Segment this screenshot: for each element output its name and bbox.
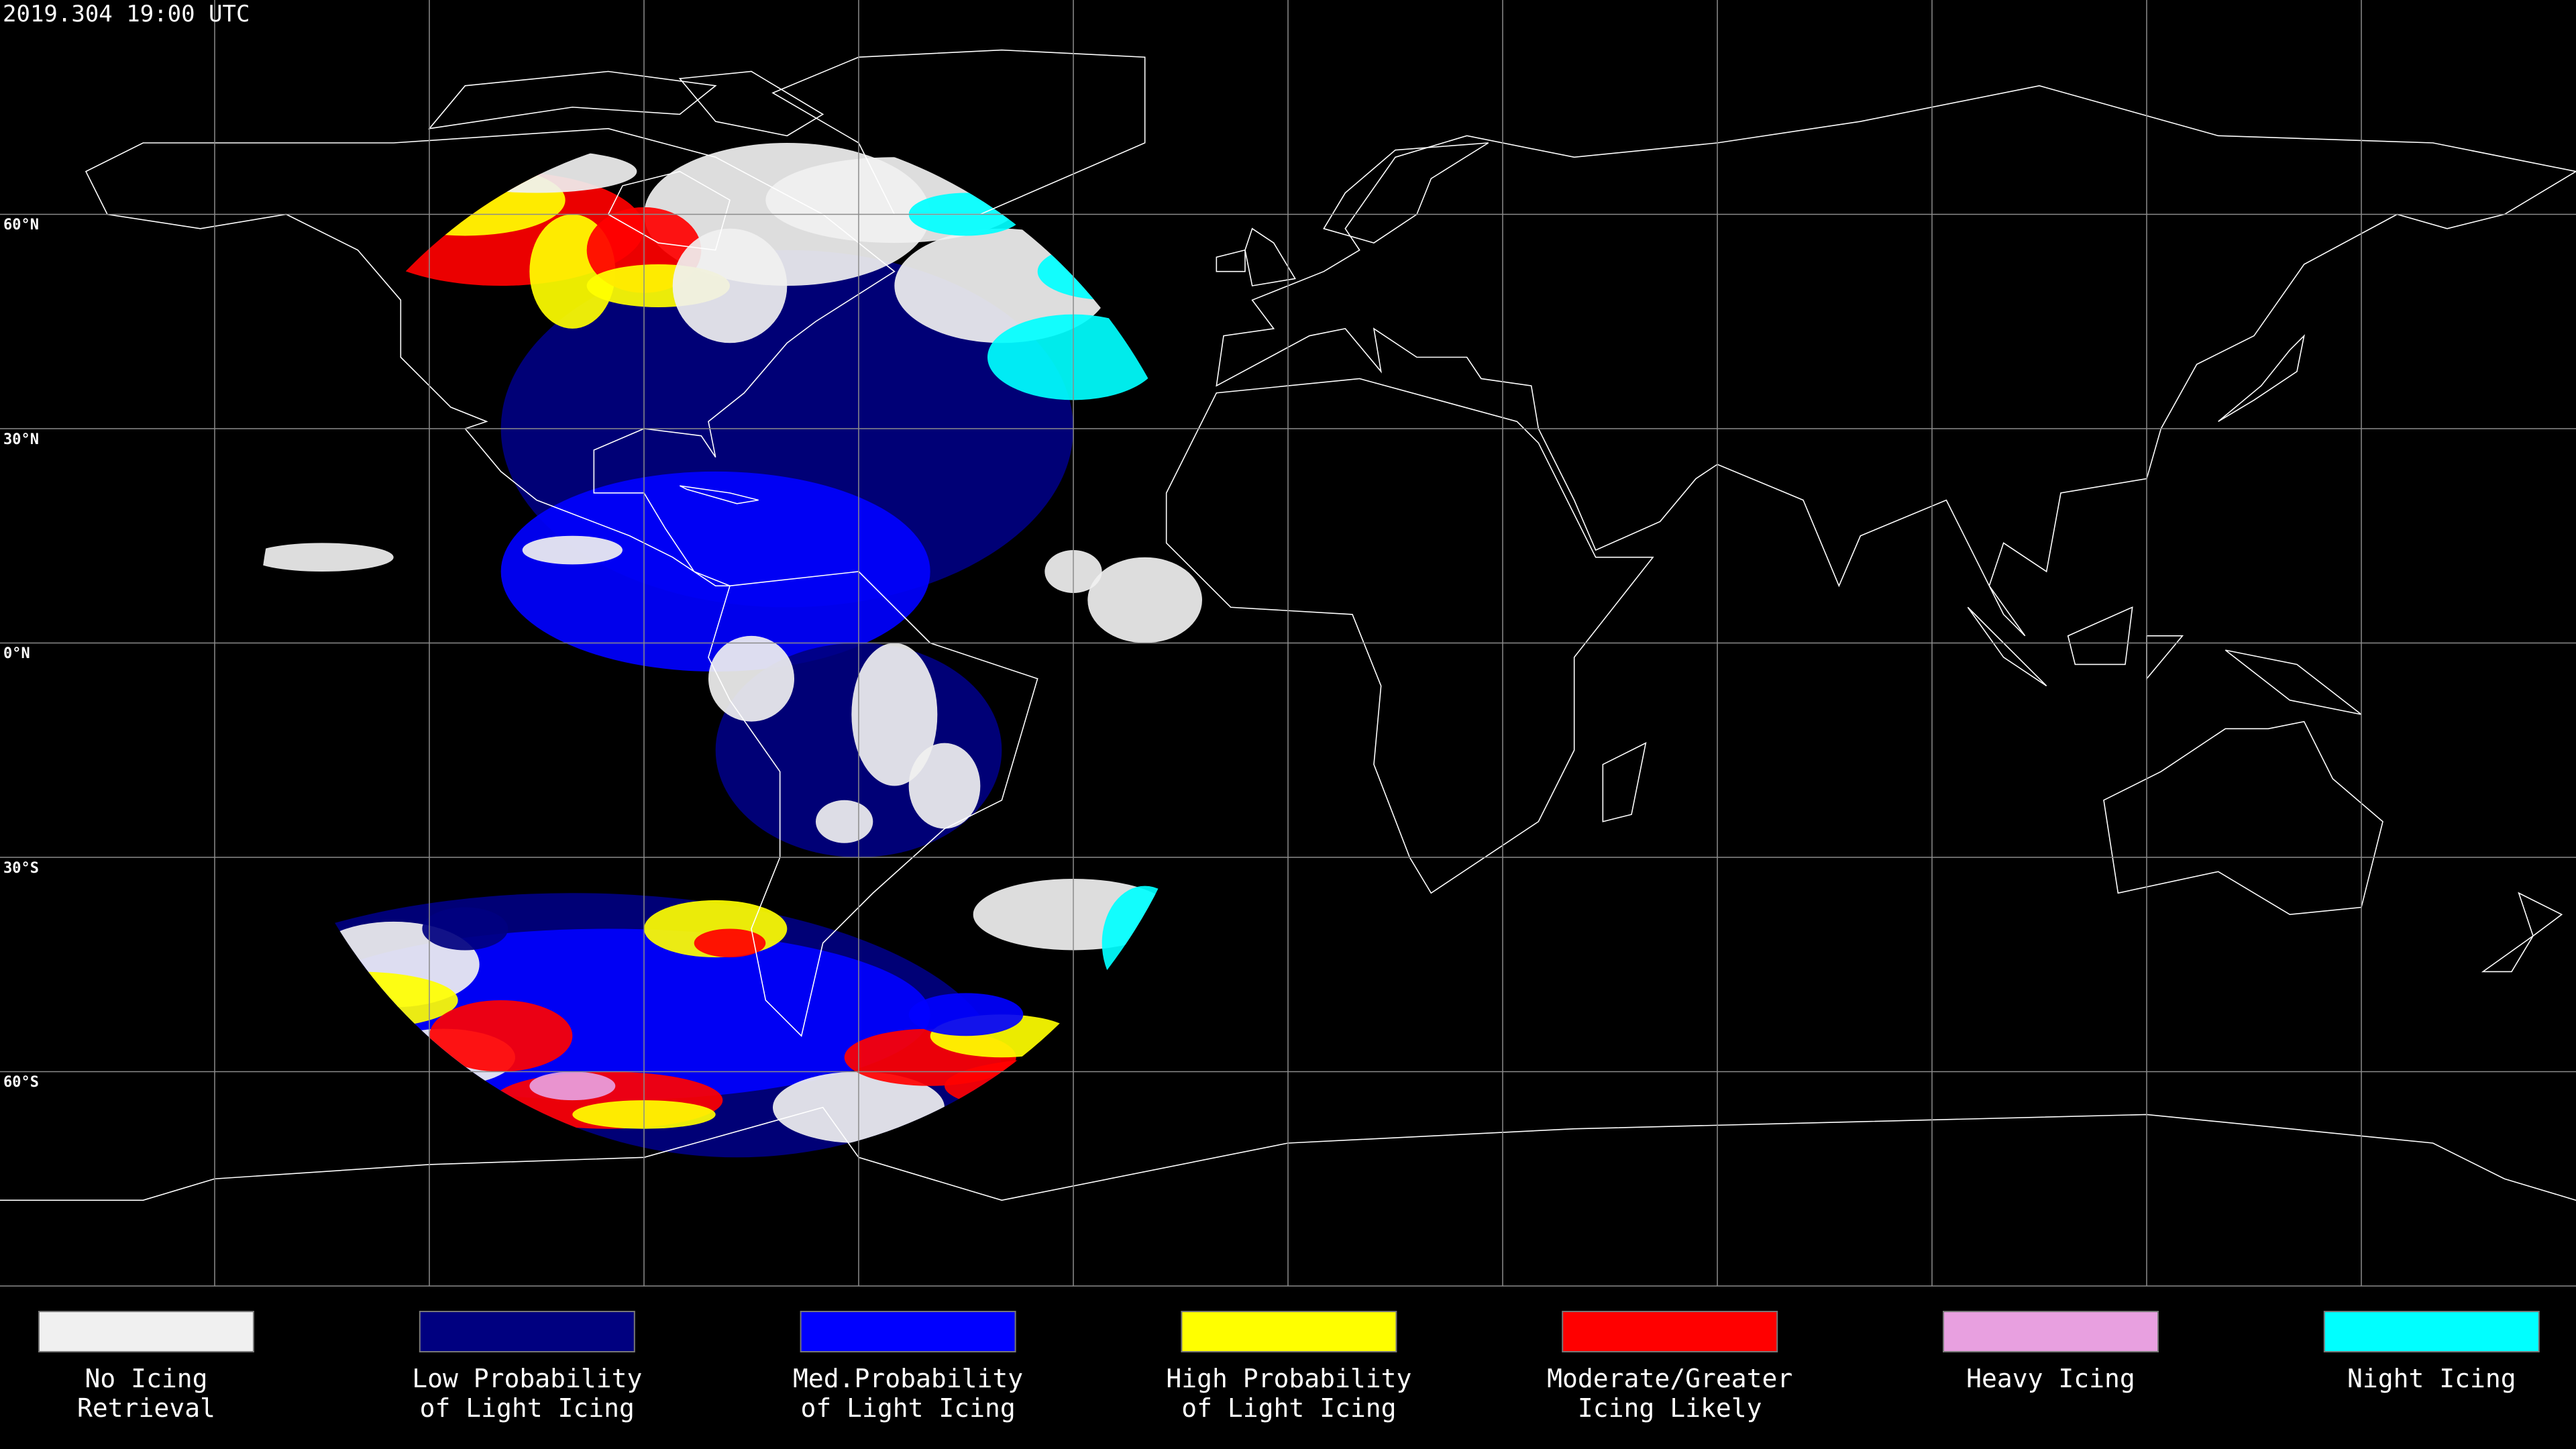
icing-patch (500, 471, 930, 672)
coast-indonesia (1968, 607, 2361, 714)
icing-patch (851, 643, 938, 786)
coast-south-america (708, 572, 1038, 1036)
legend-swatch (800, 1311, 1016, 1352)
coast-hudson-bay (608, 172, 730, 250)
legend-swatch (2323, 1311, 2540, 1352)
icing-patch (694, 928, 766, 958)
legend-swatch (419, 1311, 635, 1352)
coast-antarctica (0, 1108, 2576, 1200)
lat-label: 60°N (3, 217, 39, 233)
icing-patch (908, 743, 981, 829)
legend-label: No Icing (85, 1364, 207, 1393)
lat-labels: 60°N 30°N 0°N 30°S 60°S (3, 217, 39, 1091)
lat-label: 60°S (3, 1074, 39, 1091)
coast-north-america (86, 129, 894, 586)
coast-africa (1167, 378, 1653, 893)
legend-label: Med.Probability (793, 1364, 1023, 1393)
lat-label: 30°N (3, 431, 39, 448)
icing-patch (429, 1000, 573, 1072)
legend-label: Moderate/Greater (1547, 1364, 1792, 1393)
legend-label: Retrieval (77, 1393, 215, 1423)
coast-madagascar (1603, 743, 1646, 822)
icing-patch (815, 800, 873, 843)
icing-patch (708, 635, 794, 722)
icing-patch (422, 907, 508, 951)
coast-australia (2104, 722, 2383, 915)
icing-patch (908, 993, 1024, 1036)
coast-arctic-islands (429, 72, 823, 136)
lat-label: 0°N (3, 645, 30, 662)
coast-japan (2218, 336, 2304, 422)
legend-swatch (1943, 1311, 2159, 1352)
coast-greenland (773, 50, 1145, 215)
legend-label: of Light Icing (1181, 1393, 1396, 1423)
icing-patch (257, 543, 394, 572)
legend-swatch (38, 1311, 254, 1352)
legend-label: of Light Icing (420, 1393, 635, 1423)
lat-label: 30°S (3, 860, 39, 877)
icing-patch (672, 228, 788, 343)
coast-scandinavia (1324, 143, 1488, 243)
coast-eurasia (1216, 86, 2576, 636)
legend-swatch (1181, 1311, 1397, 1352)
coast-new-zealand (2483, 893, 2561, 971)
icing-patch (522, 535, 623, 565)
graticule (0, 0, 2576, 1287)
legend-label: Icing Likely (1578, 1393, 1762, 1423)
legend-label: Night Icing (2347, 1364, 2516, 1393)
legend-label: High Probability (1166, 1364, 1411, 1393)
coast-cuba (680, 486, 758, 504)
coastlines (0, 50, 2576, 1201)
icing-patch (529, 1071, 616, 1101)
legend-label: Low Probability (412, 1364, 642, 1393)
icing-patch (1087, 557, 1202, 643)
legend-label: Heavy Icing (1966, 1364, 2135, 1393)
legend-swatch (1562, 1311, 1778, 1352)
timestamp-title: 2019.304 19:00 UTC (3, 1, 250, 28)
legend-label: of Light Icing (800, 1393, 1015, 1423)
